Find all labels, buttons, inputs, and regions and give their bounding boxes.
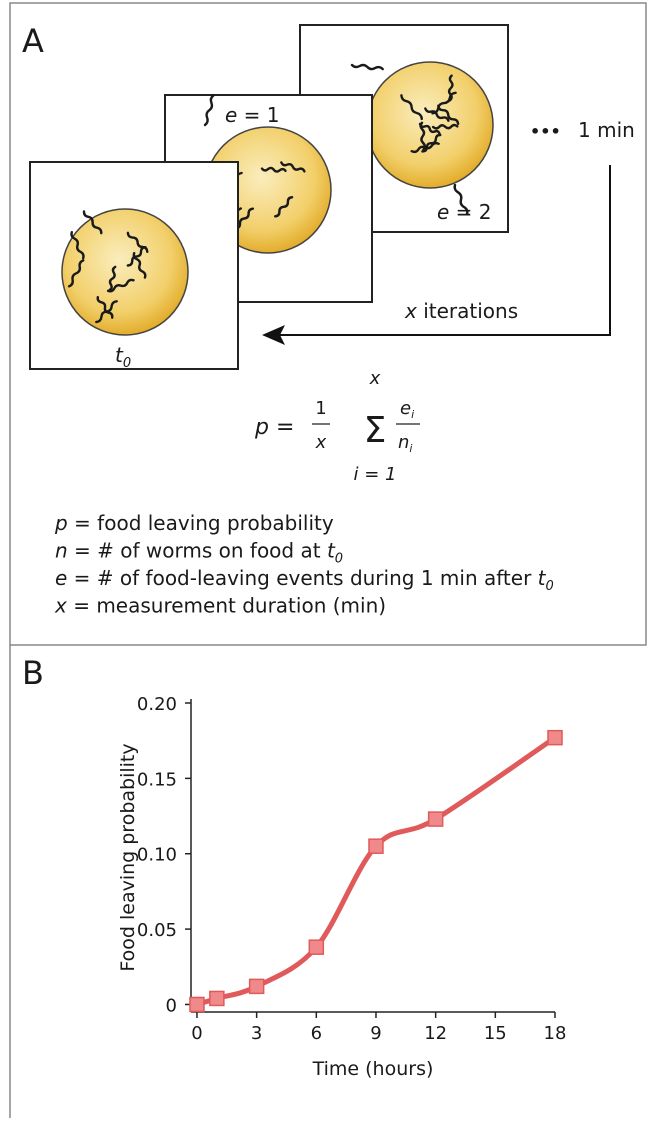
- data-marker: [369, 839, 383, 853]
- x-tick-label: 12: [424, 1023, 447, 1044]
- y-tick-label: 0: [166, 995, 177, 1016]
- frame-events: e = 1: [225, 103, 280, 127]
- formula-den: x: [315, 432, 327, 453]
- x-axis-label: Time (hours): [312, 1058, 434, 1080]
- frame-events: e = 2: [437, 200, 492, 224]
- definition-symbol: e: [55, 566, 67, 590]
- definition-text: = # of food-leaving events during 1 min …: [67, 566, 537, 590]
- iterations-label: x iterations: [404, 299, 518, 323]
- panel-label: A: [22, 22, 44, 60]
- data-marker: [548, 731, 562, 745]
- sum-upper: x: [369, 368, 381, 389]
- formula: p = 1 x Σ x i = 1 ei ni: [254, 368, 420, 485]
- formula-num: 1: [315, 398, 326, 419]
- y-tick-label: 0.20: [137, 694, 177, 715]
- definition-text: = # of worms on food at: [68, 539, 327, 563]
- sum-symbol: Σ: [364, 410, 387, 451]
- term-den: ni: [398, 432, 412, 455]
- x-tick-label: 0: [191, 1023, 202, 1044]
- y-tick-label: 0.05: [137, 920, 177, 941]
- x-tick-label: 18: [544, 1023, 567, 1044]
- formula-lhs: p: [254, 415, 269, 440]
- definition-ref-sub: 0: [546, 579, 554, 594]
- definition: x = measurement duration (min): [54, 594, 386, 618]
- data-marker: [429, 812, 443, 826]
- data-marker: [309, 940, 323, 954]
- definition: n = # of worms on food at t0: [55, 539, 343, 567]
- panel-label: B: [22, 654, 44, 692]
- definition-ref-sub: 0: [335, 552, 343, 567]
- definition: e = # of food-leaving events during 1 mi…: [55, 566, 554, 594]
- food-patch: [62, 209, 188, 335]
- definition-symbol: x: [54, 594, 67, 618]
- y-axis-label: Food leaving probability: [117, 743, 139, 971]
- interval-label: 1 min: [578, 118, 635, 142]
- data-marker: [250, 979, 264, 993]
- y-tick-label: 0.10: [137, 845, 177, 866]
- data-marker: [190, 997, 204, 1011]
- x-tick-label: 6: [311, 1023, 322, 1044]
- definition-text: = measurement duration (min): [67, 594, 386, 618]
- y-tick-label: 0.15: [137, 769, 177, 790]
- definition-symbol: p: [54, 511, 68, 535]
- definition-symbol: n: [55, 539, 68, 563]
- sum-lower: i = 1: [354, 464, 397, 485]
- formula-equals: =: [276, 415, 294, 440]
- food-patch: [367, 62, 493, 188]
- chart: 0 0.05 0.10 0.15 0.20 0 3 6 9 12 15 18 Time (hours) F…: [117, 694, 566, 1080]
- data-line: [197, 738, 555, 1005]
- x-tick-label: 3: [251, 1023, 262, 1044]
- x-tick-label: 15: [484, 1023, 507, 1044]
- definition: p = food leaving probability: [54, 511, 334, 535]
- x-tick-label: 9: [370, 1023, 381, 1044]
- figure: A t0 e = 1 e = 2 ••• 1 min x iterations …: [0, 0, 651, 1121]
- data-marker: [210, 991, 224, 1005]
- definition-text: = food leaving probability: [68, 511, 334, 535]
- ellipsis: •••: [530, 122, 561, 141]
- term-num: ei: [400, 398, 414, 421]
